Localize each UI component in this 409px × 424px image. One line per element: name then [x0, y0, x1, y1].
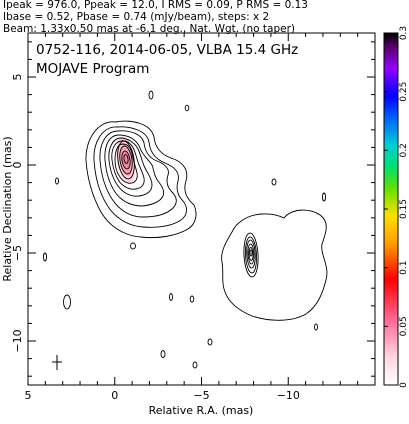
jet-contour-4 — [246, 239, 256, 269]
x-tick-label: 0 — [111, 389, 118, 402]
noise-blob — [43, 252, 47, 262]
noise-blob — [192, 361, 198, 369]
core-contour-11 — [123, 154, 129, 164]
jet-contour-6 — [248, 247, 254, 261]
y-tick-label: 5 — [11, 74, 24, 81]
contours — [43, 90, 328, 370]
noise-blob — [55, 177, 59, 185]
core-contour-4 — [104, 134, 165, 207]
core-contour-6 — [111, 140, 145, 190]
jet-contour-7 — [249, 249, 253, 257]
colorbar-tick-label: 0.2 — [399, 143, 409, 157]
y-tick-label: −10 — [11, 329, 24, 352]
y-axis-label: Relative Declination (mas) — [1, 136, 14, 281]
noise-blob — [314, 323, 318, 331]
jet-contour-3 — [244, 236, 258, 274]
header-line-3: Beam: 1.33x0.50 mas at -6.1 deg., Nat. W… — [3, 23, 295, 35]
header-line-2: Ibase = 0.52, Pbase = 0.74 (mJy/beam), s… — [3, 11, 269, 23]
y-tick-label: 0 — [11, 162, 24, 169]
colorbar-tick-label: 0 — [399, 382, 409, 388]
jet-contour-1 — [221, 209, 328, 321]
colorbar-tick-label: 0.15 — [399, 199, 409, 219]
plot-title: 0752-116, 2014-06-05, VLBA 15.4 GHz — [36, 42, 298, 58]
noise-blob — [189, 295, 195, 303]
noise-blob — [322, 192, 326, 202]
core-contour-7 — [114, 143, 138, 184]
x-tick-label: −10 — [277, 389, 300, 402]
noise-blob — [169, 293, 173, 301]
colorbar-tick-label: 0.25 — [399, 82, 409, 102]
y-tick-label: −5 — [11, 245, 24, 261]
colorbar-tick-label: 0.05 — [399, 316, 409, 336]
noise-blob — [160, 350, 166, 358]
plot-frame — [27, 32, 376, 386]
core-contour-8 — [117, 140, 135, 180]
plot-subtitle: MOJAVE Program — [36, 61, 149, 77]
noise-blob — [271, 178, 277, 186]
noise-blob — [148, 90, 154, 100]
jet-contour-2 — [243, 232, 259, 278]
beam-cross — [52, 355, 62, 370]
core-contour-10 — [121, 150, 131, 170]
noise-blob — [207, 338, 213, 346]
colorbar — [384, 33, 398, 385]
colorbar-tick-label: 0.3 — [399, 26, 409, 40]
colorbar-tick-label: 0.1 — [399, 261, 409, 275]
noise-blob — [63, 294, 71, 310]
header-line-1: Ipeak = 976.0, Ppeak = 12.0, I RMS = 0.0… — [3, 0, 308, 11]
noise-blob — [184, 104, 190, 112]
axis-ticks: 5 0 −5 −10 5 0 −5 −10 — [11, 33, 376, 402]
jet-contour-5 — [247, 243, 255, 265]
x-tick-label: 5 — [25, 389, 32, 402]
colorbar-ticks: 0 0.05 0.1 0.15 0.2 0.25 0.3 — [384, 26, 409, 388]
core-contour-1 — [85, 120, 197, 239]
core-contour-5 — [108, 137, 153, 197]
x-tick-label: −5 — [193, 389, 209, 402]
x-axis-label: Relative R.A. (mas) — [149, 404, 254, 417]
core-contour-2 — [93, 126, 187, 228]
core-contour-9 — [119, 145, 133, 175]
noise-blob — [130, 242, 136, 250]
core-contour-3 — [99, 130, 177, 218]
